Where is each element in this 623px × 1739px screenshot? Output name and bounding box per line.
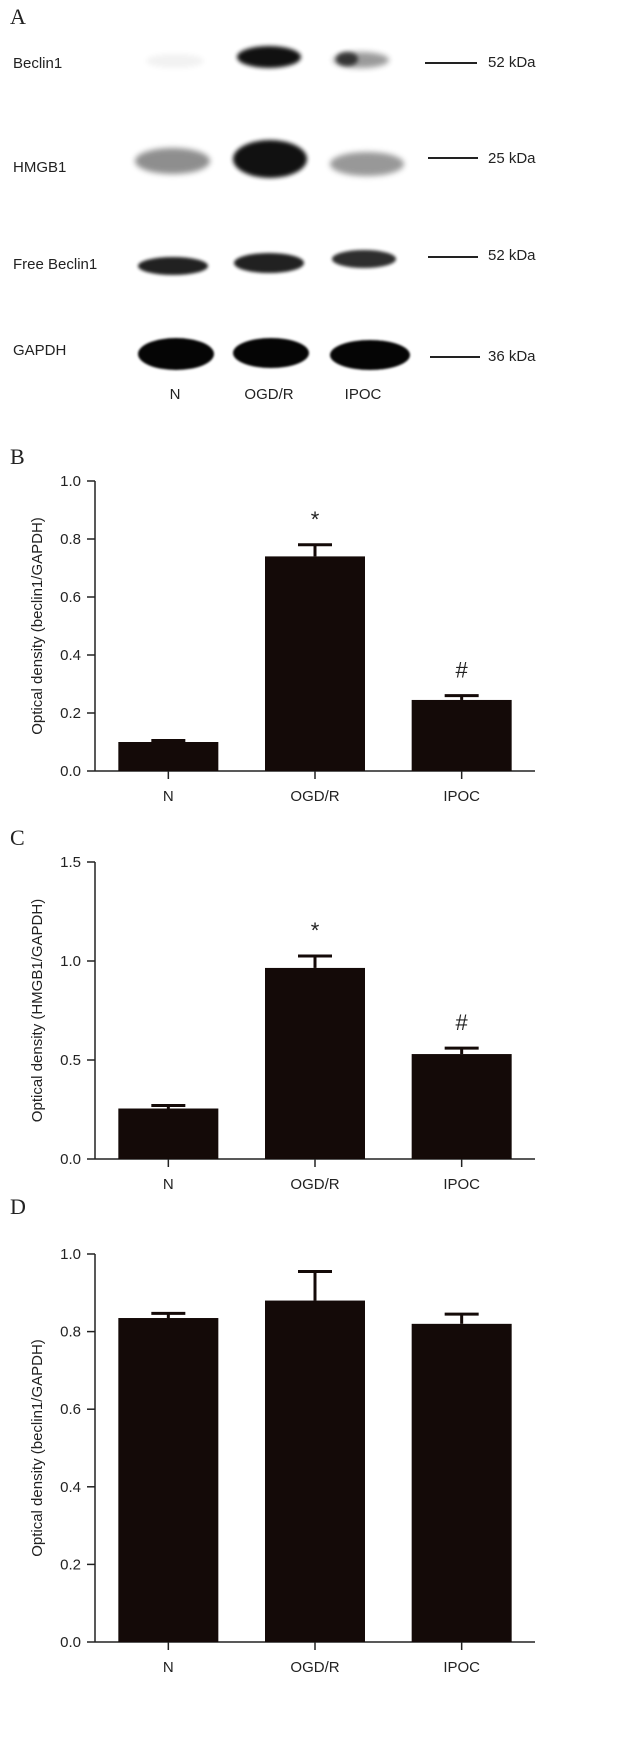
x-tick-label: OGD/R [290,788,339,805]
y-tick-label: 0.6 [60,589,81,606]
y-tick-label: 0.8 [60,1324,81,1341]
row-label-free-beclin1: Free Beclin1 [13,256,98,273]
row-label-beclin1: Beclin1 [13,55,63,72]
panel-letter-c: C [10,825,25,850]
panel-letter-a: A [10,4,26,29]
x-tick-label: N [163,788,174,805]
y-tick-label: 0.0 [60,1151,81,1168]
lane-label-ipoc: IPOC [344,386,382,403]
significance-annotation: * [311,507,320,532]
band-hmgb1-ipoc [330,152,404,176]
y-tick-label: 0.4 [60,1479,81,1496]
bar-ogdr [265,556,365,771]
lane-label-ogdr: OGD/R [244,386,294,403]
y-tick-label: 1.0 [60,953,81,970]
bar-n [118,1318,219,1642]
marker-line-2 [428,157,478,159]
western-blot-panel: A Beclin1 HMGB1 Free Beclin1 GAPDH 52 kD… [0,0,623,450]
x-tick-label: IPOC [443,788,480,805]
band-gapdh-n [138,338,214,370]
y-axis-label: Optical density (beclin1/GAPDH) [29,1339,46,1557]
x-tick-label: OGD/R [290,1176,339,1193]
x-tick-label: IPOC [443,1659,480,1676]
y-tick-label: 0.2 [60,1556,81,1573]
y-tick-label: 0.8 [60,531,81,548]
y-axis-label: Optical density (beclin1/GAPDH) [29,517,46,735]
band-beclin1-ogdr [237,46,301,68]
y-tick-label: 0.4 [60,647,81,664]
y-tick-label: 1.0 [60,1246,81,1263]
panel-letter-b: B [10,444,25,469]
y-axis-label: Optical density (HMGB1/GAPDH) [29,899,46,1122]
band-gapdh-ipoc [330,340,410,370]
band-hmgb1-ogdr [233,140,307,178]
y-tick-label: 0.0 [60,1634,81,1651]
marker-label-3: 52 kDa [488,247,536,264]
significance-annotation: # [456,1010,469,1035]
bar-ogdr [265,967,365,1159]
bar-ipoc [411,1323,512,1642]
bar-ipoc [411,1054,512,1159]
marker-label-1: 52 kDa [488,54,536,71]
bar-n [118,742,219,771]
bar-chart-b: 0.0 0.2 0.4 0.6 0.8 1.0 Optical density (becli… [29,473,535,805]
row-label-gapdh: GAPDH [13,342,67,359]
y-tick-label: 0.6 [60,1401,81,1418]
band-beclin1-n [146,54,204,68]
panel-letter-d: D [10,1194,26,1219]
bar-n [118,1108,219,1159]
band-gapdh-ogdr [233,338,309,368]
y-tick-label: 0.5 [60,1052,81,1069]
marker-label-2: 25 kDa [488,150,536,167]
bar-chart-d: 0.0 0.2 0.4 0.6 0.8 1.0 Optical density (becli… [29,1246,535,1676]
y-tick-label: 0.2 [60,705,81,722]
band-free-beclin1-n [138,257,208,275]
y-tick-label: 1.0 [60,473,81,490]
x-tick-label: N [163,1659,174,1676]
bar-ipoc [411,699,512,771]
lane-label-n: N [169,386,181,403]
band-beclin1-ipoc-core [336,52,358,66]
bar-chart-c: 0.0 0.5 1.0 1.5 Optical density (HMGB1/GAPDH… [29,854,535,1193]
marker-line-1 [425,62,477,64]
band-hmgb1-n [135,148,210,174]
significance-annotation: # [456,658,469,683]
y-tick-label: 0.0 [60,763,81,780]
significance-annotation: * [311,918,320,943]
bar-ogdr [265,1300,365,1642]
x-tick-label: IPOC [443,1176,480,1193]
y-tick-label: 1.5 [60,854,81,871]
row-label-hmgb1: HMGB1 [13,159,67,176]
marker-label-4: 36 kDa [488,348,536,365]
x-tick-label: N [163,1176,174,1193]
marker-line-3 [428,256,478,258]
band-free-beclin1-ipoc [332,250,396,268]
marker-line-4 [430,356,480,358]
band-free-beclin1-ogdr [234,253,304,273]
x-tick-label: OGD/R [290,1659,339,1676]
